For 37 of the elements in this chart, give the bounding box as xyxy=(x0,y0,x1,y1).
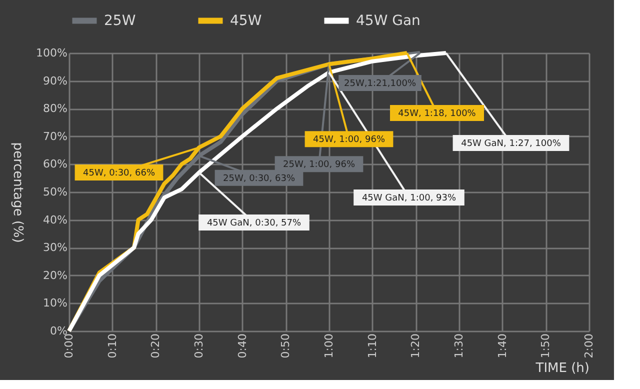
annotation: 45W GaN, 0:30, 57% xyxy=(206,218,302,229)
legend-label: 45W xyxy=(230,12,262,29)
y-tick-label: 30% xyxy=(43,241,68,254)
x-tick-label: 1:30 xyxy=(452,334,466,358)
x-tick-label: 0:20 xyxy=(149,334,162,358)
y-tick-label: 90% xyxy=(43,74,68,88)
annotation: 45W, 1:00, 96% xyxy=(312,135,386,146)
x-tick-label: 2:00 xyxy=(582,334,596,358)
x-tick-label: 1:40 xyxy=(496,334,509,358)
y-tick-label: 80% xyxy=(43,102,68,116)
y-axis-title: percentage (%) xyxy=(10,142,26,243)
x-axis-title: TIME (h) xyxy=(534,361,590,376)
x-tick-label: 0:40 xyxy=(236,334,249,358)
y-tick-label: 60% xyxy=(43,158,68,171)
legend-label: 45W Gan xyxy=(356,12,420,29)
legend-label: 25W xyxy=(104,12,136,29)
annotation: 25W,1:21,100% xyxy=(344,79,416,89)
annotation: 45W GaN, 1:00, 93% xyxy=(362,193,456,204)
x-tick-label: 0:50 xyxy=(279,334,292,358)
annotation: 45W, 0:30, 66% xyxy=(82,168,156,179)
annotation: 45W GaN, 1:27, 100% xyxy=(461,139,562,149)
y-tick-label: 40% xyxy=(43,213,68,226)
x-tick-label: 1:00 xyxy=(322,334,336,358)
x-tick-label: 0:00 xyxy=(62,334,76,358)
annotation: 45W, 1:18, 100% xyxy=(398,109,476,119)
y-tick-label: 10% xyxy=(43,296,68,310)
x-tick-label: 0:10 xyxy=(106,334,119,358)
x-tick-label: 0:30 xyxy=(192,334,206,358)
x-tick-label: 1:20 xyxy=(409,334,422,358)
annotation: 25W, 0:30, 63% xyxy=(222,174,296,184)
y-tick-label: 70% xyxy=(43,130,68,143)
y-tick-label: 20% xyxy=(43,268,68,282)
annotation: 25W, 1:00, 96% xyxy=(282,160,356,170)
x-tick-label: 1:50 xyxy=(539,334,552,358)
y-tick-label: 100% xyxy=(36,46,68,60)
x-tick-label: 1:10 xyxy=(366,334,379,358)
y-tick-label: 50% xyxy=(43,186,68,198)
